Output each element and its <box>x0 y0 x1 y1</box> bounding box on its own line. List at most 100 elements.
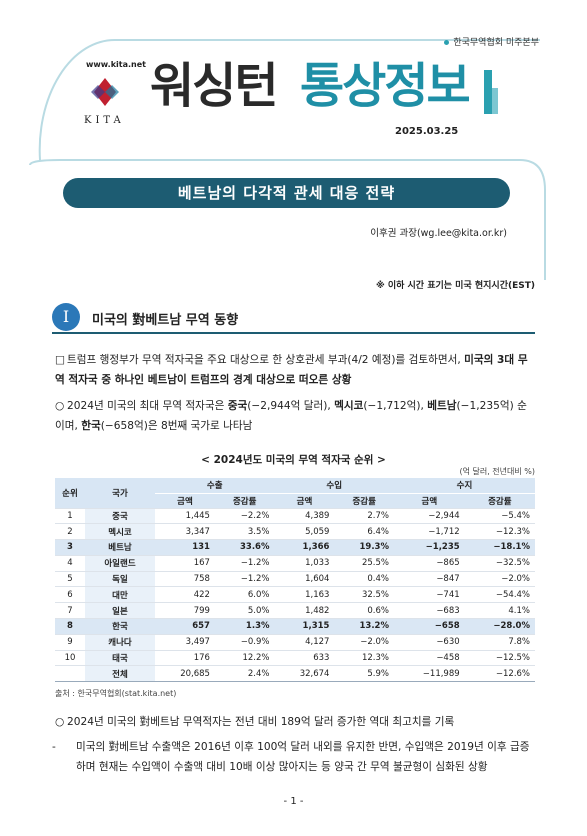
value-cell: −1.2% <box>214 555 275 572</box>
table-caption: < 2024년도 미국의 무역 적자국 순위 > <box>201 454 386 466</box>
text-run: 한국 <box>81 420 101 432</box>
country-cell: 멕시코 <box>85 523 155 541</box>
value-cell: 422 <box>155 586 215 604</box>
value-cell: −458 <box>394 650 465 667</box>
table-row: 6 대만 422 6.0% 1,163 32.5% −741 −54.4% <box>55 586 535 604</box>
value-cell: −2.0% <box>334 634 394 651</box>
header-cell: 금액 <box>394 493 465 509</box>
value-cell: 758 <box>155 571 215 588</box>
value-cell: −1.2% <box>214 571 275 588</box>
value-cell: 167 <box>155 555 215 572</box>
value-cell: 32.5% <box>334 586 394 604</box>
page-number: - 1 - <box>283 796 304 807</box>
author: 이후권 과장(wg.lee@kita.or.kr) <box>370 228 507 239</box>
value-cell: −0.9% <box>214 634 275 651</box>
bullet-marker: - <box>52 741 56 753</box>
text-run: (−1,712억), <box>363 400 428 412</box>
country-cell: 캐나다 <box>85 634 155 651</box>
header-cell: 금액 <box>155 493 215 509</box>
value-cell: 4,127 <box>274 634 335 651</box>
value-cell: 7.8% <box>464 634 535 651</box>
website: www.kita.net <box>86 60 146 69</box>
value-cell: 1,033 <box>274 555 335 572</box>
value-cell: 19.3% <box>334 539 394 556</box>
table-row: 4 아일랜드 167 −1.2% 1,033 25.5% −865 −32.5% <box>55 555 535 572</box>
value-cell: −5.4% <box>464 508 535 525</box>
text-run: (−2,944억 달러), <box>247 400 335 412</box>
value-cell: −865 <box>394 555 465 572</box>
value-cell: −12.3% <box>464 523 535 541</box>
rank-cell: 2 <box>55 523 85 541</box>
value-cell: 12.2% <box>214 650 275 667</box>
table-row: 1 중국 1,445 −2.2% 4,389 2.7% −2,944 −5.4% <box>55 508 535 525</box>
country-cell: 전체 <box>85 665 155 683</box>
value-cell: 20,685 <box>155 665 215 683</box>
rank-cell: 5 <box>55 571 85 588</box>
value-cell: 1,482 <box>274 602 335 620</box>
value-cell: −12.5% <box>464 650 535 667</box>
country-cell: 한국 <box>85 618 155 635</box>
value-cell: −1,712 <box>394 523 465 541</box>
header-cell: 금액 <box>274 493 335 509</box>
text-run: 멕시코 <box>334 400 364 412</box>
value-cell: −2,944 <box>394 508 465 525</box>
header-row: 순위 국가 수출 수입 수지 <box>55 478 535 509</box>
text-run: 베트남 <box>427 400 457 412</box>
bullet-marker: ○ <box>55 400 65 412</box>
country-cell: 대만 <box>85 586 155 604</box>
value-cell: −11,989 <box>394 665 465 683</box>
header-cell: 국가 <box>85 478 155 509</box>
value-cell: 3,347 <box>155 523 215 541</box>
table-row: 7 일본 799 5.0% 1,482 0.6% −683 4.1% <box>55 602 535 620</box>
bullet-marker: □ <box>55 354 66 366</box>
section-header: I 미국의 對베트남 무역 동향 <box>52 302 535 334</box>
paragraph: ○ 2024년 미국의 최대 무역 적자국은 중국(−2,944억 달러), 멕시… <box>55 396 535 436</box>
value-cell: −2.0% <box>464 571 535 588</box>
text-run: (−658억)은 8번째 국가로 나타남 <box>100 420 253 432</box>
value-cell: −683 <box>394 602 465 620</box>
value-cell: −28.0% <box>464 618 535 635</box>
rank-cell: 7 <box>55 602 85 620</box>
text-run: 미국의 3대 무역 적자국 중 하나인 베트남이 트럼프의 경계 대상으로 떠오… <box>55 354 528 386</box>
table-row: 2 멕시코 3,347 3.5% 5,059 6.4% −1,712 −12.3% <box>55 523 535 541</box>
value-cell: 12.3% <box>334 650 394 667</box>
logo-icon <box>91 78 119 106</box>
paragraph: □ 트럼프 행정부가 무역 적자국을 주요 대상으로 한 상호관세 부과(4/2 … <box>55 350 535 390</box>
paragraph: ○ 2024년 미국의 對베트남 무역적자는 전년 대비 189억 달러 증가한 … <box>55 712 535 732</box>
value-cell: 2.7% <box>334 508 394 525</box>
value-cell: −2.2% <box>214 508 275 525</box>
text-run: 트럼프 행정부가 무역 적자국을 주요 대상으로 한 상호관세 부과(4/2 예… <box>67 354 465 366</box>
value-cell: 32,674 <box>274 665 335 683</box>
header-cell: 증감률 <box>334 493 394 509</box>
table-row: 8 한국 657 1.3% 1,315 13.2% −658 −28.0% <box>55 618 535 635</box>
value-cell: −12.6% <box>464 665 535 683</box>
value-cell: 0.6% <box>334 602 394 620</box>
value-cell: 0.4% <box>334 571 394 588</box>
country-cell: 독일 <box>85 571 155 588</box>
source: 출처 : 한국무역협회(stat.kita.net) <box>55 689 177 698</box>
date: 2025.03.25 <box>395 126 459 137</box>
rank-cell: 8 <box>55 618 85 635</box>
country-cell: 베트남 <box>85 539 155 556</box>
value-cell: 4.1% <box>464 602 535 620</box>
value-cell: −658 <box>394 618 465 635</box>
value-cell: 33.6% <box>214 539 275 556</box>
org: 한국무역협회 미주본부 <box>444 35 539 48</box>
value-cell: 131 <box>155 539 215 556</box>
table-row: 5 독일 758 −1.2% 1,604 0.4% −847 −2.0% <box>55 571 535 588</box>
bullet-marker: ○ <box>55 716 65 728</box>
value-cell: −630 <box>394 634 465 651</box>
header-cell: 수지 <box>394 478 535 494</box>
value-cell: 1,315 <box>274 618 335 635</box>
header-cell: 증감률 <box>214 493 275 509</box>
value-cell: 1,604 <box>274 571 335 588</box>
value-cell: −847 <box>394 571 465 588</box>
rank-cell: 3 <box>55 539 85 556</box>
paragraph: - 미국의 對베트남 수출액은 2016년 이후 100억 달러 내외를 유지한 … <box>52 737 534 777</box>
value-cell: 657 <box>155 618 215 635</box>
value-cell: −54.4% <box>464 586 535 604</box>
value-cell: 1,366 <box>274 539 335 556</box>
title-accent-bar <box>484 70 492 114</box>
value-cell: 1,445 <box>155 508 215 525</box>
rank-cell: 1 <box>55 508 85 525</box>
